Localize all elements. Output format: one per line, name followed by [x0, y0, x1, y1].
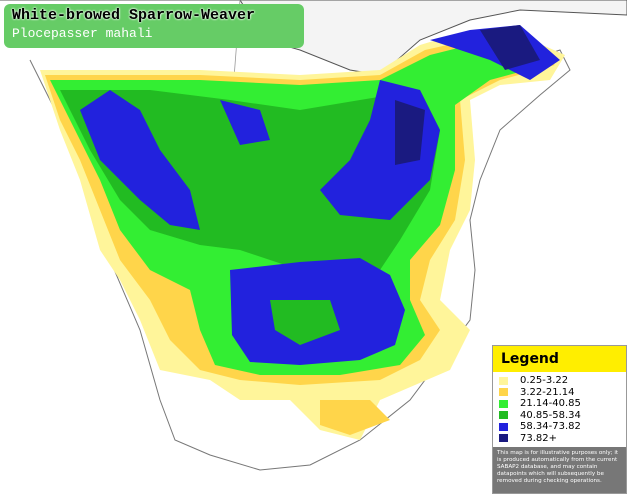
title: White-browed Sparrow-Weaver: [12, 7, 256, 24]
range-band: [270, 300, 340, 345]
legend-swatch: [499, 434, 508, 443]
legend-items: 0.25-3.22 3.22-21.14 21.14-40.85 40.85-58.3…: [493, 372, 626, 446]
legend-swatch: [499, 422, 508, 431]
legend-label: 0.25-3.22: [520, 375, 569, 387]
legend-swatch: [499, 411, 508, 420]
range-band: [395, 100, 425, 165]
legend-label: 21.14-40.85: [520, 398, 581, 410]
range-band: [60, 90, 440, 270]
legend-item: 3.22-21.14: [499, 387, 626, 399]
legend-note: This map is for illustrative purposes on…: [493, 447, 626, 493]
distribution: [40, 25, 565, 440]
title-box: White-browed Sparrow-Weaver Plocepasser …: [4, 4, 304, 48]
legend-label: 58.34-73.82: [520, 421, 581, 433]
range-band: [320, 400, 390, 435]
legend-item: 21.14-40.85: [499, 398, 626, 410]
legend-item: 73.82+: [499, 433, 626, 445]
range-band: [480, 25, 540, 70]
legend-swatch: [499, 399, 508, 408]
legend-label: 73.82+: [520, 432, 558, 444]
legend-label: 3.22-21.14: [520, 386, 575, 398]
legend: Legend 0.25-3.22 3.22-21.14 21.14-40.85 40.…: [492, 345, 627, 494]
legend-swatch: [499, 388, 508, 397]
legend-item: 58.34-73.82: [499, 421, 626, 433]
range-band: [80, 90, 200, 230]
legend-label: 40.85-58.34: [520, 409, 581, 421]
legend-title: Legend: [493, 346, 626, 372]
legend-swatch: [499, 376, 508, 385]
subtitle: Plocepasser mahali: [12, 26, 153, 41]
range-band: [220, 100, 270, 145]
legend-item: 40.85-58.34: [499, 410, 626, 422]
legend-item: 0.25-3.22: [499, 375, 626, 387]
